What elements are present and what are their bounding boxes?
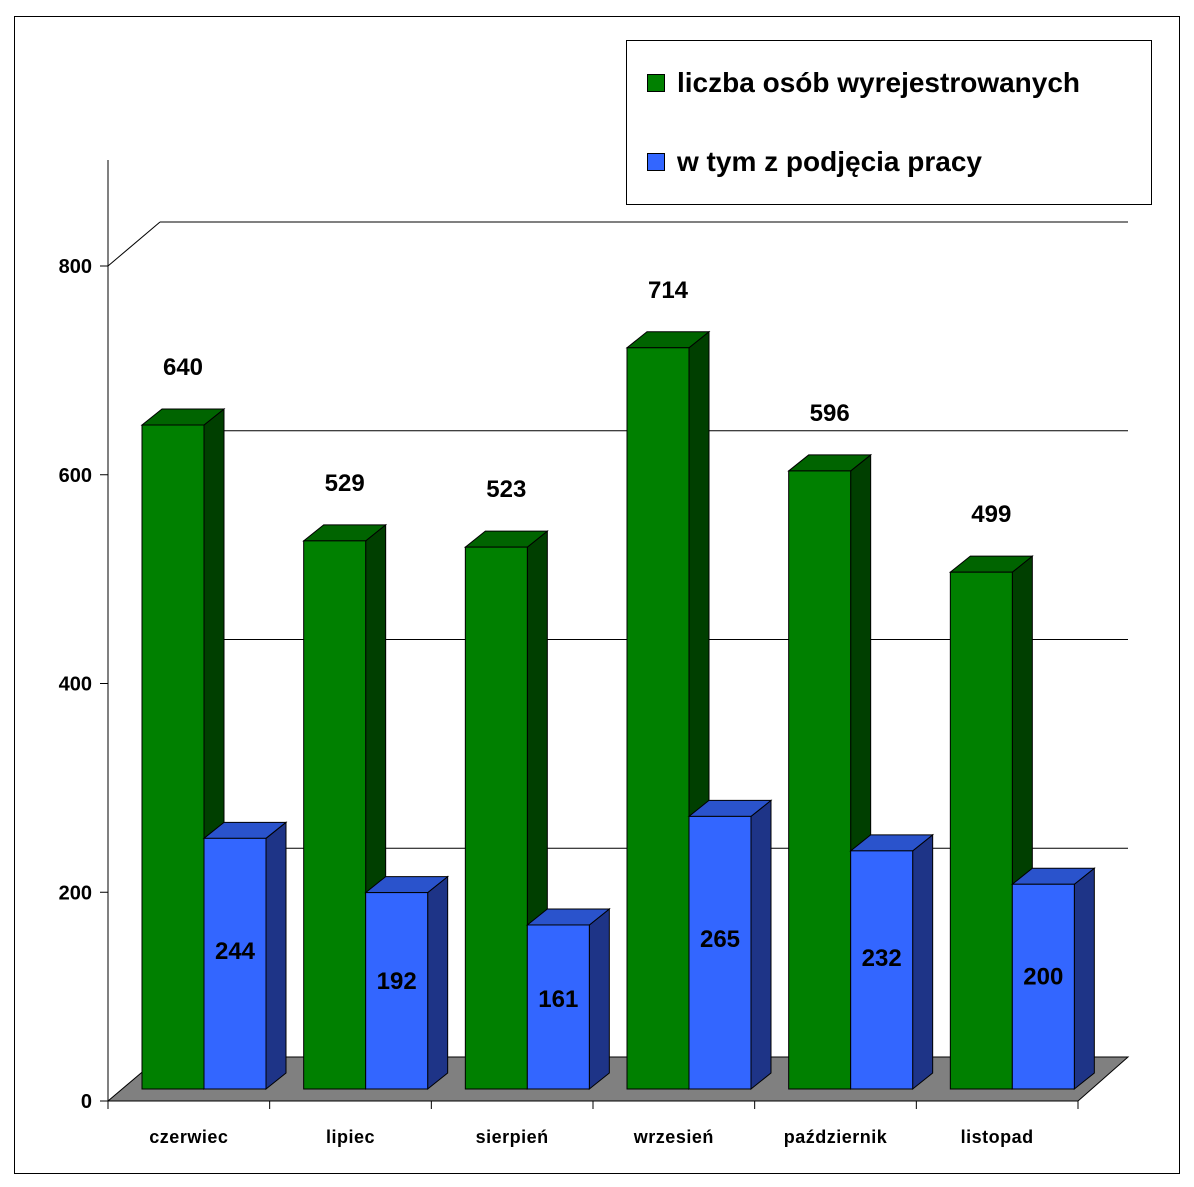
y-tick-label: 0 <box>81 1091 92 1113</box>
bar-side <box>1073 867 1095 1091</box>
x-tick-label: lipiec <box>326 1127 375 1147</box>
x-tick-label: listopad <box>961 1127 1034 1147</box>
data-label: 265 <box>700 926 740 953</box>
data-label: 523 <box>486 476 526 503</box>
bar <box>464 546 528 1090</box>
y-tick-label: 400 <box>59 674 92 696</box>
bar <box>526 924 590 1090</box>
y-tick-label: 200 <box>59 882 92 904</box>
bar <box>788 470 852 1090</box>
data-label: 192 <box>377 968 417 995</box>
legend-label: liczba osób wyrejestrowanych <box>677 67 1081 98</box>
bar <box>626 347 690 1090</box>
bar-side <box>750 799 772 1091</box>
data-label: 529 <box>325 470 365 497</box>
bar-side <box>265 821 287 1091</box>
x-tick-label: październik <box>784 1127 888 1147</box>
legend-label: w tym z podjęcia pracy <box>677 146 982 177</box>
axes <box>100 160 1079 1109</box>
x-tick-label: czerwiec <box>149 1127 228 1147</box>
bar-side <box>912 833 934 1091</box>
bar-side <box>588 907 610 1091</box>
data-label: 499 <box>971 501 1011 528</box>
data-label: 232 <box>862 945 902 972</box>
x-tick-label: sierpień <box>476 1127 549 1147</box>
legend-swatch-blue <box>647 153 665 171</box>
data-label: 161 <box>538 986 578 1013</box>
y-tick-label: 600 <box>59 465 92 487</box>
legend-item-series2: w tym z podjęcia pracy <box>647 146 982 178</box>
bar <box>688 815 752 1090</box>
y-tick-label: 800 <box>59 256 92 278</box>
data-label: 596 <box>810 400 850 427</box>
bar <box>365 892 429 1090</box>
bar <box>1011 883 1075 1090</box>
labels: 0 200 400 600 800 czerwiec 640 244 lipiec 529 192 s… <box>59 256 1064 1147</box>
bars <box>140 330 1096 1091</box>
x-tick-label: wrzesień <box>633 1127 714 1147</box>
data-label: 714 <box>648 277 689 304</box>
legend-swatch-green <box>647 74 665 92</box>
bar <box>141 424 205 1090</box>
bar <box>303 540 367 1090</box>
bar <box>949 571 1013 1090</box>
bar <box>850 850 914 1090</box>
bar <box>203 837 267 1090</box>
legend-item-series1: liczba osób wyrejestrowanych <box>647 67 1080 99</box>
data-label: 200 <box>1023 963 1063 990</box>
gridline-diagonal <box>107 221 161 267</box>
bar-side <box>427 875 449 1091</box>
data-label: 640 <box>163 354 203 381</box>
legend: liczba osób wyrejestrowanych w tym z pod… <box>626 40 1152 205</box>
data-label: 244 <box>215 938 256 965</box>
